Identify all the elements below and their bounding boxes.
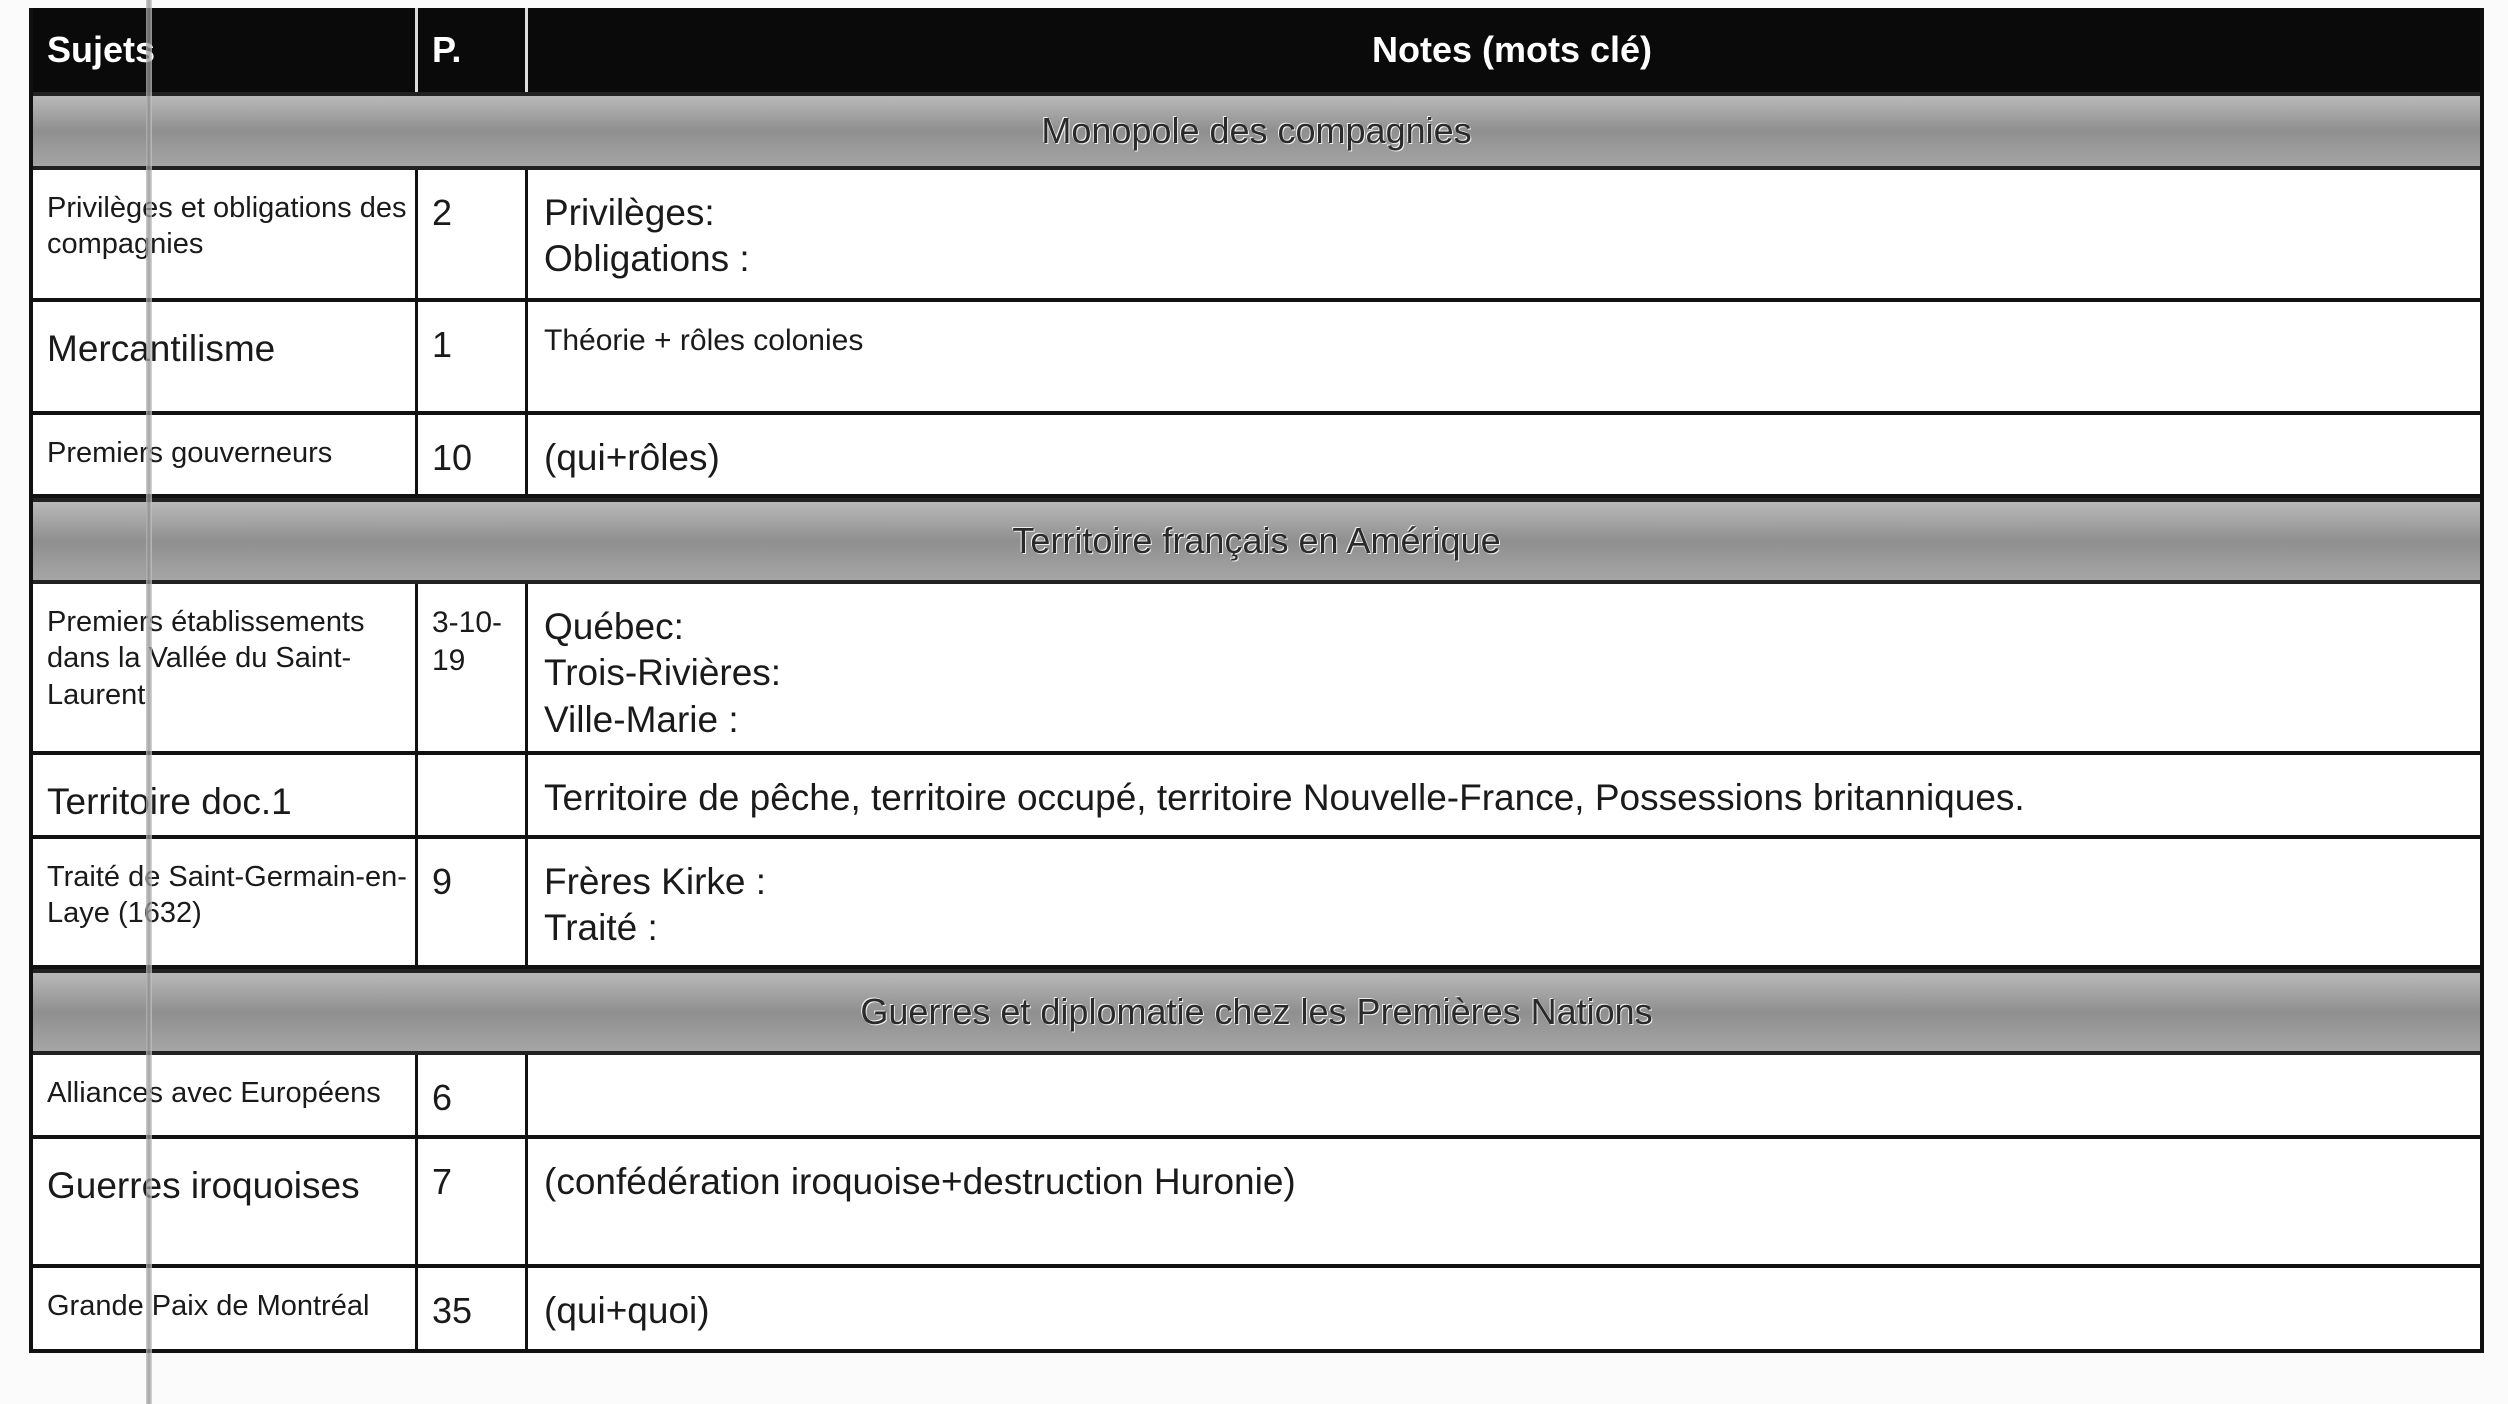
table-row: Alliances avec Européens 6 bbox=[33, 1055, 2480, 1139]
subject-cell: Privilèges et obligations des compagnies bbox=[33, 170, 418, 298]
table-header: Sujets P. Notes (mots clé) bbox=[33, 8, 2480, 92]
page-cell: 35 bbox=[418, 1268, 528, 1349]
subject-cell: Alliances avec Européens bbox=[33, 1055, 418, 1135]
notes-cell[interactable]: (confédération iroquoise+destruction Hur… bbox=[528, 1139, 2480, 1264]
notes-cell[interactable]: (qui+rôles) bbox=[528, 415, 2480, 494]
note-line: Frères Kirke : bbox=[544, 861, 767, 902]
subject-cell: Premiers établissements dans la Vallée d… bbox=[33, 584, 418, 751]
note-line: Théorie + rôles colonies bbox=[544, 324, 864, 357]
table-row: Premiers établissements dans la Vallée d… bbox=[33, 584, 2480, 755]
table-row: Privilèges et obligations des compagnies… bbox=[33, 170, 2480, 302]
table-row: Guerres iroquoises 7 (confédération iroquo… bbox=[33, 1139, 2480, 1268]
notes-cell[interactable] bbox=[528, 1055, 2480, 1135]
subject-cell: Territoire doc.1 bbox=[33, 755, 418, 835]
header-notes: Notes (mots clé) bbox=[1371, 29, 1653, 70]
note-line: (confédération iroquoise+destruction Hur… bbox=[544, 1161, 1296, 1202]
page-cell: 7 bbox=[418, 1139, 528, 1264]
page-cell: 2 bbox=[418, 170, 528, 298]
notes-cell[interactable]: Québec: Trois-Rivières: Ville-Marie : bbox=[528, 584, 2480, 751]
table-body: Monopole des compagnies Privilèges et obl… bbox=[33, 92, 2480, 1349]
subject-cell: Mercantilisme bbox=[33, 302, 418, 411]
page-cell bbox=[418, 755, 528, 835]
table-row: Mercantilisme 1 Théorie + rôles colonies bbox=[33, 302, 2480, 415]
notes-cell[interactable]: (qui+quoi) bbox=[528, 1268, 2480, 1349]
page-cell: 9 bbox=[418, 839, 528, 965]
subject-cell: Traité de Saint-Germain-en-Laye (1632) bbox=[33, 839, 418, 965]
section-band: Guerres et diplomatie chez les Premières… bbox=[33, 969, 2480, 1055]
note-line: Territoire de pêche, territoire occupé, … bbox=[544, 777, 2025, 818]
page-cell: 3-10-19 bbox=[418, 584, 528, 751]
notes-table: Sujets P. Notes (mots clé) Monopole des … bbox=[29, 8, 2484, 1353]
subject-cell: Guerres iroquoises bbox=[33, 1139, 418, 1264]
page-cell: 1 bbox=[418, 302, 528, 411]
section-band: Monopole des compagnies bbox=[33, 92, 2480, 170]
header-subjects: Sujets bbox=[33, 8, 418, 92]
subject-cell: Grande Paix de Montréal bbox=[33, 1268, 418, 1349]
page-cell: 6 bbox=[418, 1055, 528, 1135]
page-cell: 10 bbox=[418, 415, 528, 494]
note-line: Privilèges: bbox=[544, 192, 715, 233]
table-row: Grande Paix de Montréal 35 (qui+quoi) bbox=[33, 1268, 2480, 1349]
notes-cell[interactable]: Frères Kirke : Traité : bbox=[528, 839, 2480, 965]
table-row: Traité de Saint-Germain-en-Laye (1632) 9 F… bbox=[33, 839, 2480, 969]
note-line: Ville-Marie : bbox=[544, 698, 739, 740]
table-row: Territoire doc.1 Territoire de pêche, ter… bbox=[33, 755, 2480, 839]
subject-cell: Premiers gouverneurs bbox=[33, 415, 418, 494]
note-line: Trois-Rivières: bbox=[544, 652, 782, 694]
table-row: Premiers gouverneurs 10 (qui+rôles) bbox=[33, 415, 2480, 498]
section-band: Territoire français en Amérique bbox=[33, 498, 2480, 584]
note-line: Traité : bbox=[544, 907, 658, 949]
notes-cell[interactable]: Territoire de pêche, territoire occupé, … bbox=[528, 755, 2480, 835]
note-line: Obligations : bbox=[544, 238, 750, 280]
header-page: P. bbox=[418, 8, 528, 92]
scan-artifact-line bbox=[146, 0, 152, 1404]
note-line: (qui+rôles) bbox=[544, 437, 720, 478]
note-line: Québec: bbox=[544, 606, 684, 647]
notes-cell[interactable]: Théorie + rôles colonies bbox=[528, 302, 2480, 411]
notes-cell[interactable]: Privilèges: Obligations : bbox=[528, 170, 2480, 298]
note-line: (qui+quoi) bbox=[544, 1290, 710, 1331]
